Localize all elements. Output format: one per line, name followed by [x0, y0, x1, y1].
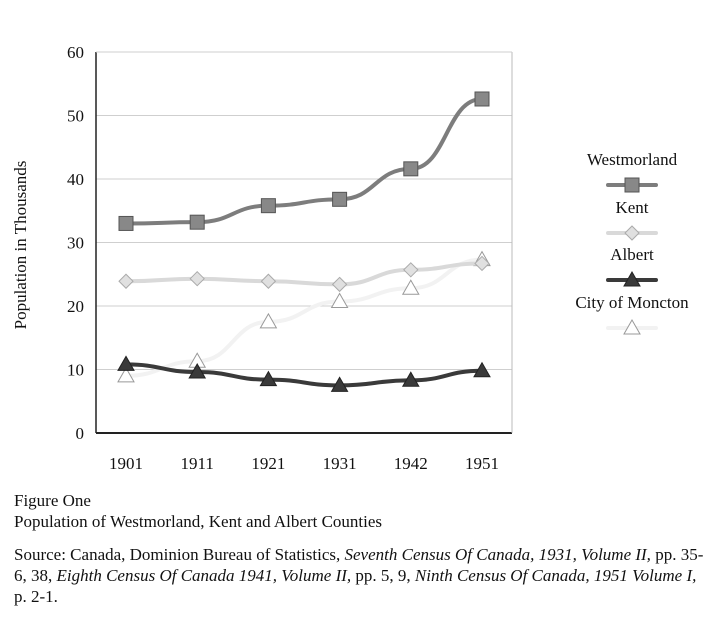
- series-westmorland: [118, 91, 490, 231]
- figure-title: Population of Westmorland, Kent and Albe…: [14, 512, 383, 531]
- data-point: [332, 191, 348, 207]
- legend-marker: [624, 177, 640, 193]
- y-tick-labels: 0 10 20 30 40 50 60: [67, 43, 84, 443]
- data-point: [330, 376, 349, 392]
- source-text-part: Eighth Census Of Canada 1941, Volume II,: [56, 566, 352, 585]
- source-text-part: Source: Canada, Dominion Bureau of Stati…: [14, 545, 345, 564]
- source-text-part: p. 2-1.: [14, 587, 58, 606]
- y-tick-label: 50: [67, 107, 84, 126]
- y-tick-label: 0: [76, 424, 85, 443]
- line-chart: 0 10 20 30 40 50 60 1901 1911 1921 1931 1942 1951 P…: [11, 43, 689, 473]
- y-tick-label: 60: [67, 43, 84, 62]
- x-tick-label: 1911: [181, 454, 214, 473]
- series-line: [124, 96, 484, 226]
- series-city-of-moncton: [117, 250, 491, 383]
- legend-label: Kent: [615, 198, 648, 217]
- x-tick-label: 1942: [394, 454, 428, 473]
- source-text-part: pp. 5, 9,: [351, 566, 415, 585]
- series-line: [124, 261, 484, 287]
- data-point: [260, 198, 276, 214]
- x-tick-label: 1951: [465, 454, 499, 473]
- legend-label: City of Moncton: [575, 293, 689, 312]
- x-tick-label: 1921: [251, 454, 285, 473]
- y-tick-label: 20: [67, 297, 84, 316]
- legend-label: Westmorland: [587, 150, 678, 169]
- x-tick-label: 1901: [109, 454, 143, 473]
- data-point: [403, 262, 419, 278]
- x-tick-labels: 1901 1911 1921 1931 1942 1951: [109, 454, 499, 473]
- source-text-part: Ninth Census Of Canada, 1951 Volume I,: [414, 566, 697, 585]
- y-axis-label: Population in Thousands: [11, 161, 30, 330]
- data-point: [330, 292, 349, 309]
- legend-marker: [623, 270, 641, 287]
- series-line: [124, 257, 484, 378]
- data-point: [401, 279, 420, 295]
- legend-marker: [624, 225, 640, 241]
- series-kent: [118, 255, 490, 293]
- series-albert: [117, 355, 491, 392]
- grid-lines: [96, 51, 512, 370]
- legend: Westmorland Kent Albert City of Moncton: [575, 150, 689, 335]
- data-point: [331, 276, 348, 293]
- figure-number: Figure One: [14, 491, 91, 510]
- legend-marker: [623, 318, 641, 335]
- source-text-part: Seventh Census Of Canada, 1931, Volume I…: [344, 545, 651, 564]
- y-tick-label: 40: [67, 170, 84, 189]
- data-point: [259, 370, 278, 387]
- series-line: [124, 362, 484, 388]
- source-text-part: pp. 35-6, 38,: [14, 545, 704, 585]
- y-tick-label: 30: [67, 234, 84, 253]
- data-point: [401, 371, 420, 387]
- data-point: [117, 355, 135, 371]
- legend-label: Albert: [610, 245, 654, 264]
- data-point: [117, 366, 135, 383]
- data-point: [474, 91, 490, 107]
- y-tick-label: 10: [67, 361, 84, 380]
- data-point: [118, 215, 134, 231]
- axes: [95, 51, 513, 434]
- data-point: [259, 312, 278, 329]
- x-tick-label: 1931: [323, 454, 357, 473]
- data-point: [474, 255, 490, 272]
- data-point: [260, 273, 277, 289]
- source-note: Source: Canada, Dominion Bureau of Stati…: [14, 544, 704, 607]
- data-point: [188, 363, 207, 379]
- data-point: [189, 270, 205, 287]
- data-point: [189, 214, 205, 230]
- data-point: [118, 273, 134, 289]
- data-point: [473, 361, 491, 378]
- data-point: [403, 161, 419, 177]
- series: [117, 91, 491, 392]
